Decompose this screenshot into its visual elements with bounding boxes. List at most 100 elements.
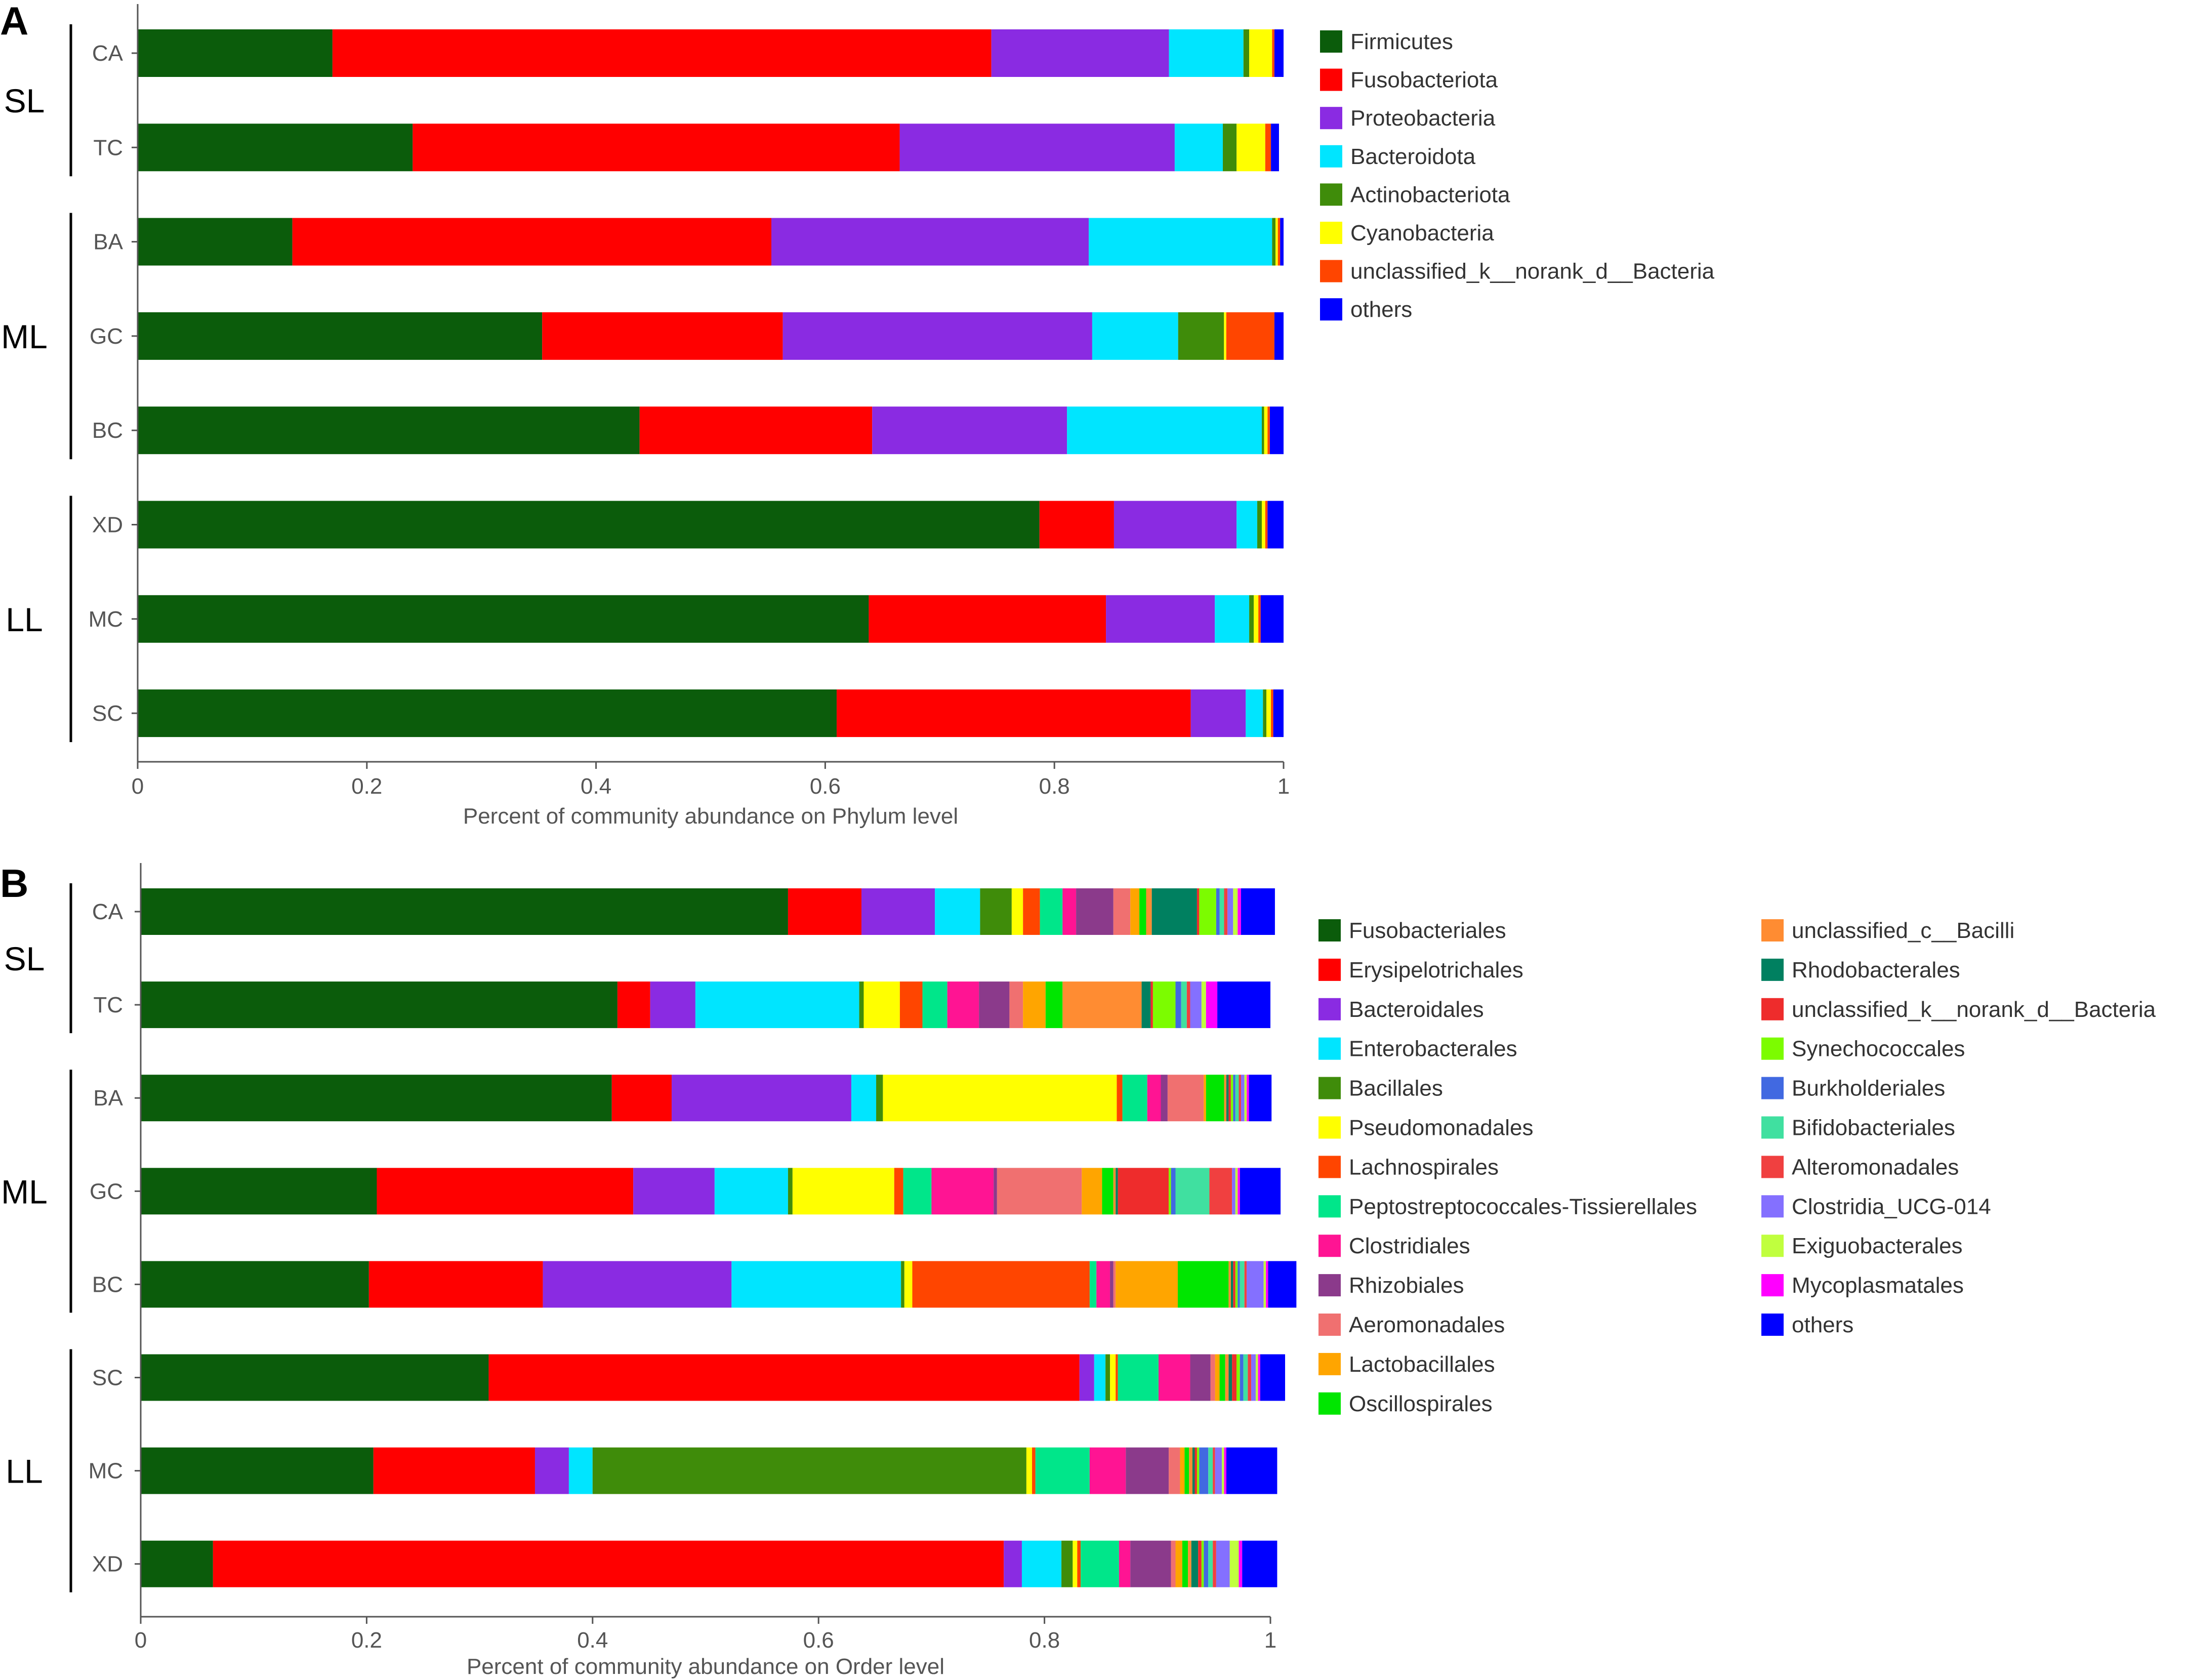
bar-segment (1105, 1354, 1110, 1401)
bar-segment (1241, 1075, 1245, 1122)
bar-segment (1004, 1540, 1022, 1587)
bar-segment (138, 312, 543, 360)
bar-segment (1113, 1261, 1116, 1308)
bar-segment (980, 888, 1012, 935)
legend-swatch (1320, 68, 1342, 91)
bar-segment (1011, 888, 1023, 935)
bar-segment (1035, 1447, 1090, 1494)
bar-segment (138, 218, 293, 266)
bar-segment (1273, 689, 1284, 737)
bar-segment (1269, 406, 1284, 455)
group-label: ML (1, 318, 48, 355)
bar-segment (935, 888, 980, 935)
bar-segment (1190, 981, 1202, 1029)
bar-segment (534, 1447, 569, 1494)
bar-segment (883, 1075, 1117, 1122)
bar-segment (1147, 1075, 1161, 1122)
bar-segment (1260, 595, 1284, 643)
bar-segment (639, 406, 873, 455)
bar-segment (1277, 218, 1281, 266)
bar-segment (1243, 29, 1250, 77)
legend-label: Bacillales (1349, 1076, 1443, 1101)
bar-segment (1204, 1540, 1209, 1587)
bar-segment (1271, 689, 1273, 737)
bar-segment (947, 981, 979, 1029)
bar-segment (782, 312, 1092, 360)
bar-segment (1243, 1354, 1248, 1401)
legend-label: Actinobacteriota (1350, 182, 1510, 207)
bar-segment (1190, 1354, 1211, 1401)
bar-segment (1215, 1447, 1222, 1494)
bar-segment (1146, 888, 1152, 935)
bar-segment (1073, 1540, 1078, 1587)
legend-swatch (1320, 30, 1342, 53)
bar-segment (413, 124, 900, 172)
legend-label: Lactobacillales (1349, 1352, 1495, 1377)
legend-swatch (1318, 1392, 1341, 1415)
legend-swatch (1318, 998, 1341, 1020)
bar-segment (672, 1075, 851, 1122)
bar-segment (1267, 406, 1270, 455)
bar-segment (792, 1168, 894, 1215)
x-axis-title: Percent of community abundance on Order … (467, 1654, 944, 1679)
legend-label: others (1792, 1313, 1853, 1337)
bar-segment (695, 981, 859, 1029)
legend-label: Bacteroidales (1349, 997, 1484, 1022)
bar-segment (1258, 1354, 1260, 1401)
group-label: LL (6, 1453, 43, 1490)
bar-segment (1116, 1168, 1118, 1215)
legend-label: Peptostreptococcales-Tissierellales (1349, 1194, 1697, 1219)
bar-segment (1089, 1447, 1126, 1494)
bar-segment (1215, 595, 1250, 643)
bar-segment (542, 312, 783, 360)
bar-segment (1249, 595, 1254, 643)
bar-segment (1106, 595, 1215, 643)
bar-segment (292, 218, 771, 266)
bar-segment (1257, 501, 1262, 549)
bar-segment (1233, 1261, 1235, 1308)
bar-segment (869, 595, 1106, 643)
bar-segment (1228, 1261, 1231, 1308)
bar-segment (1241, 888, 1275, 935)
bar-segment (1235, 1075, 1239, 1122)
bar-segment (1267, 501, 1284, 549)
bar-segment (1210, 1354, 1215, 1401)
legend-swatch (1318, 1077, 1341, 1099)
bar-segment (1079, 1354, 1094, 1401)
bar-segment (1232, 1354, 1237, 1401)
x-axis-title: Percent of community abundance on Phylum… (463, 804, 958, 829)
bar-segment (1175, 1540, 1182, 1587)
bar-segment (141, 1261, 369, 1308)
legend-label: Exiguobacterales (1792, 1234, 1963, 1258)
bar-segment (1219, 888, 1224, 935)
bar-segment (1242, 1540, 1277, 1587)
legend-label: Bacteroidota (1350, 144, 1476, 169)
legend-label: Clostridiales (1349, 1234, 1470, 1258)
bar-segment (731, 1261, 901, 1308)
x-tick-label: 0.6 (803, 1628, 834, 1653)
bar-segment (488, 1354, 1080, 1401)
bar-segment (1263, 1261, 1266, 1308)
bar-segment (1213, 1447, 1215, 1494)
group-label: LL (6, 601, 43, 638)
x-tick-label: 1 (1264, 1628, 1276, 1653)
bar-segment (922, 981, 947, 1029)
bar-segment (1062, 888, 1077, 935)
bar-segment (1089, 218, 1272, 266)
legend-label: Clostridia_UCG-014 (1792, 1194, 1991, 1219)
group-label: SL (4, 940, 45, 977)
bar-segment (1275, 218, 1278, 266)
bar-segment (1240, 1354, 1244, 1401)
bar-segment (1272, 218, 1276, 266)
bar-segment (1271, 124, 1279, 172)
bar-segment (1236, 501, 1257, 549)
y-tick-label: SC (92, 701, 123, 726)
bar-segment (1230, 1261, 1233, 1308)
bar-segment (931, 1168, 994, 1215)
bar-segment (141, 981, 617, 1029)
bar-segment (650, 981, 695, 1029)
bar-segment (1226, 1075, 1229, 1122)
y-tick-label: GC (90, 1179, 123, 1204)
x-tick-label: 0.8 (1029, 1628, 1060, 1653)
group-label: ML (1, 1173, 48, 1210)
